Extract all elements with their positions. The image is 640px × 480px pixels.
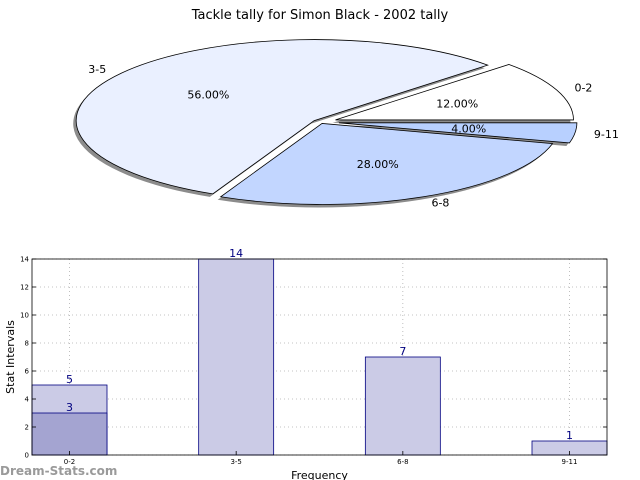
bar-3-5: [198, 258, 275, 456]
bar-value-label-6-8: 7: [399, 345, 406, 358]
pie-pct-label-3-5: 56.00%: [187, 88, 229, 101]
bar-6-8: [364, 356, 441, 456]
y-tick-label: 0: [25, 452, 29, 460]
y-tick-label: 4: [25, 396, 30, 404]
y-tick-label: 12: [20, 284, 29, 292]
pie-slice-6-8: [219, 123, 554, 205]
bar-overlay-value-label: 3: [66, 401, 73, 414]
y-tick-label: 14: [20, 256, 29, 264]
pie-label-9-11: 9-11: [594, 128, 619, 141]
x-tick-label-0-2: 0-2: [64, 458, 75, 466]
x-axis-label: Frequency: [291, 469, 348, 480]
y-tick-label: 6: [25, 368, 30, 376]
pie-pct-label-9-11: 4.00%: [451, 122, 486, 135]
pie-pct-label-0-2: 12.00%: [436, 98, 478, 111]
bar-plot-area: [32, 259, 607, 455]
bar-plot-frame: [31, 258, 608, 456]
bar-value-label-0-2: 5: [66, 373, 73, 386]
pie-chart: 0-2 12.00% 3-5 56.00% 6-8 28.00% 9-11 4.00%: [73, 39, 619, 210]
pie-slice-9-11: [338, 122, 578, 144]
pie-label-3-5: 3-5: [88, 63, 106, 76]
x-tick-label-6-8: 6-8: [397, 458, 408, 466]
pie-pct-label-6-8: 28.00%: [357, 158, 399, 171]
watermark: Dream-Stats.com: [0, 464, 117, 478]
y-tick-label: 10: [20, 312, 29, 320]
bar-chart: 5 14 7 1 3 0 2 4 6 8 10 12 14 0-2 3-5 6-8 9-11 Frequency S…: [4, 247, 608, 480]
pie-title: Tackle tally for Simon Black - 2002 tall…: [191, 8, 449, 23]
bar-overlay-0-2: [31, 412, 108, 456]
bar-value-label-3-5: 14: [229, 247, 243, 260]
y-tick-label: 2: [25, 424, 29, 432]
x-tick-label-9-11: 9-11: [562, 458, 578, 466]
pie-slice-3-5: [75, 39, 489, 195]
pie-label-0-2: 0-2: [574, 82, 592, 95]
y-axis-label: Stat Intervals: [4, 320, 17, 394]
pie-label-6-8: 6-8: [431, 197, 449, 210]
y-tick-label: 8: [25, 340, 29, 348]
pie-slice-0-2: [335, 64, 574, 121]
bar-value-label-9-11: 1: [566, 429, 573, 442]
x-tick-label-3-5: 3-5: [230, 458, 241, 466]
